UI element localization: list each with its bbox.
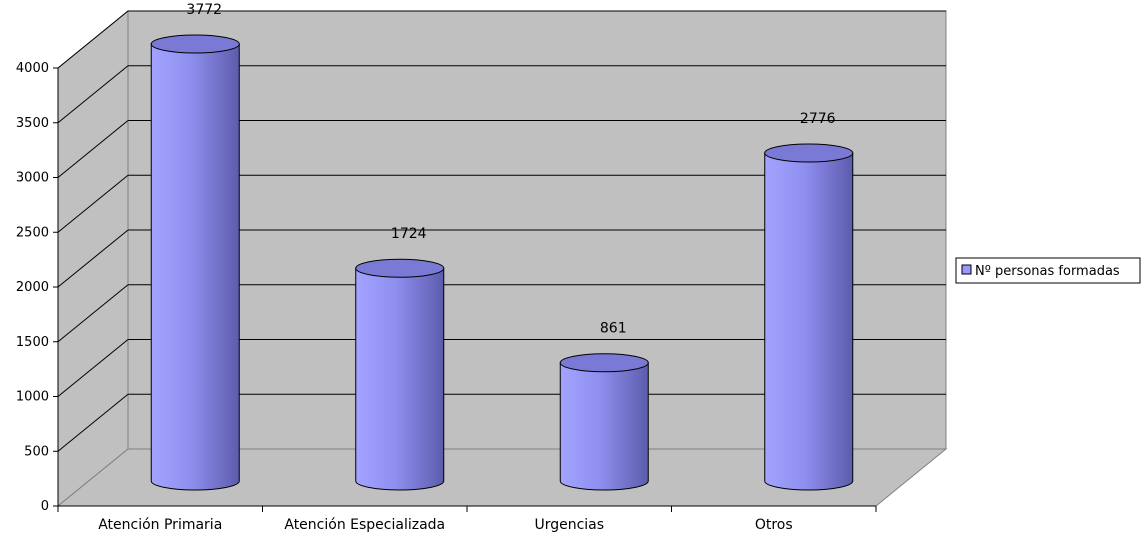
gridline-side xyxy=(57,339,129,397)
y-tick-label: 0 xyxy=(41,499,49,514)
bar-body xyxy=(764,152,854,491)
bar-top xyxy=(764,143,854,163)
y-tick-label: 2500 xyxy=(16,225,49,240)
bar xyxy=(559,353,649,491)
gridline-side xyxy=(57,10,129,69)
y-tick-label: 1500 xyxy=(16,335,49,350)
x-tick-label: Atención Especializada xyxy=(284,517,445,533)
gridline-side xyxy=(57,65,129,124)
x-tick-label: Urgencias xyxy=(534,517,604,533)
x-tick-label: Otros xyxy=(755,517,793,533)
bar-top xyxy=(355,258,445,278)
bar-body xyxy=(355,267,445,491)
data-label: 2776 xyxy=(800,111,836,127)
y-tick-label: 1000 xyxy=(16,390,49,405)
y-tick-label: 4000 xyxy=(16,61,49,76)
bar-top xyxy=(150,34,240,54)
gridline-side xyxy=(57,174,129,233)
x-tick-label: Atención Primaria xyxy=(98,517,222,533)
data-label: 861 xyxy=(600,321,627,337)
legend-label: Nº personas formadas xyxy=(975,264,1120,279)
data-label: 1724 xyxy=(391,226,427,242)
data-label: 3772 xyxy=(186,2,222,18)
bar-top xyxy=(559,353,649,373)
bar xyxy=(150,34,240,491)
bar-body xyxy=(150,43,240,491)
bar xyxy=(355,258,445,491)
bar-body xyxy=(559,362,649,491)
y-tick-label: 500 xyxy=(24,444,49,459)
gridline-side xyxy=(57,393,129,452)
gridline-side xyxy=(57,284,129,343)
y-tick-label: 3000 xyxy=(16,171,49,186)
y-tick-label: 3500 xyxy=(16,116,49,131)
gridline-side xyxy=(57,229,129,288)
axes xyxy=(53,67,877,512)
gridline-side xyxy=(57,120,129,178)
legend-swatch xyxy=(961,264,972,275)
legend-box xyxy=(955,257,1141,284)
legend: Nº personas formadas xyxy=(955,257,1141,284)
bar xyxy=(764,143,854,491)
bars xyxy=(150,34,854,491)
labels: 0 500 1000 1500 2000 2500 3000 3500 4000 3772 Aten… xyxy=(16,2,836,533)
y-tick-label: 2000 xyxy=(16,280,49,295)
